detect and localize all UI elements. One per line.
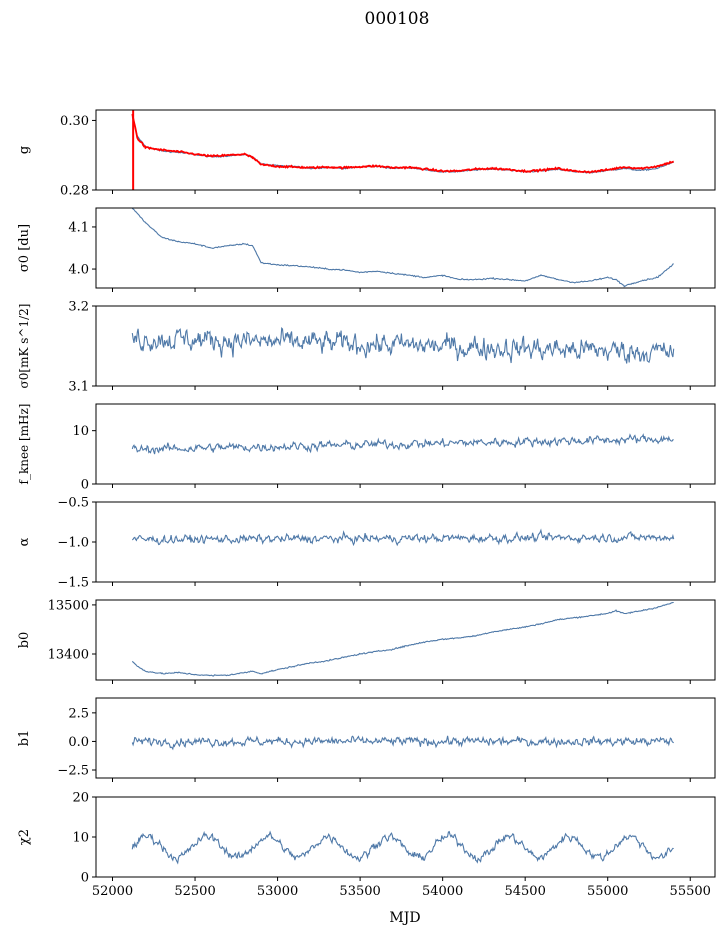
panel-5-ytick-label: −0.5 [57, 496, 89, 511]
panel-2-ylabel: σ0 [du] [17, 224, 32, 272]
panel-5-ytick-label: −1.5 [57, 576, 89, 591]
panel-8-frame [95, 796, 716, 878]
panel-7-series-line [131, 735, 674, 751]
panel-6-ytick-label: 13400 [48, 647, 89, 662]
panel-2-frame [95, 207, 716, 289]
panel-8-ytick-label: 0 [81, 871, 89, 886]
panel-8-ytick-label: 10 [72, 831, 89, 846]
x-tick-label: 54500 [504, 884, 545, 899]
panel-4: 0 10 f_knee [mHz] [17, 403, 716, 493]
panel-7-ytick-label: −2.5 [57, 764, 89, 779]
panel-4-ytick-label: 10 [72, 424, 89, 439]
x-tick-label: 55500 [670, 884, 711, 899]
panel-6-ytick-label: 13500 [48, 598, 89, 613]
panel-3-series-line [131, 326, 675, 364]
panel-4-frame [95, 403, 716, 485]
panel-1-ytick-label: 0.28 [60, 184, 89, 199]
panel-4-ylabel: f_knee [mHz] [17, 404, 31, 485]
x-axis-label: MJD [389, 910, 420, 926]
panel-1-series-line [131, 116, 674, 174]
x-tick-label: 54000 [422, 884, 463, 899]
panel-3: 3.1 3.2 σ0[mK s^1/2] [17, 300, 716, 395]
panel-8-ylabel: χ2 [17, 829, 32, 845]
panel-7-ytick-label: 0.0 [68, 735, 89, 750]
x-tick-label: 52500 [174, 884, 215, 899]
panel-1-frame [95, 109, 716, 191]
panel-3-ytick-label: 3.1 [68, 380, 89, 395]
panel-7-ylabel: b1 [17, 730, 32, 747]
x-tick-label: 53500 [339, 884, 380, 899]
panel-2-ytick-label: 4.1 [68, 220, 89, 235]
panel-7-ytick-label: 2.5 [68, 706, 89, 721]
panel-2-series-line [131, 208, 674, 288]
panel-5: −1.5 −1.0 −0.5 α [17, 496, 716, 591]
panel-1-ytick-label: 0.30 [60, 114, 89, 129]
panel-3-frame [95, 305, 716, 387]
x-tick-label: 53000 [257, 884, 298, 899]
x-tick-label: 55000 [587, 884, 628, 899]
panel-8: 0 10 20 52000 52500 53000 53500 54000 54500 55000… [17, 791, 716, 899]
panel-5-ylabel: α [17, 537, 32, 546]
panel-6-series-line [131, 601, 674, 677]
panel-4-series-line [131, 433, 674, 455]
panel-2: 4.0 4.1 σ0 [du] [17, 207, 716, 292]
panel-3-ylabel: σ0[mK s^1/2] [17, 304, 31, 389]
panel-5-ytick-label: −1.0 [57, 536, 89, 551]
panel-4-ytick-label: 0 [81, 478, 89, 493]
panel-7: −2.5 0.0 2.5 b1 [17, 697, 716, 782]
panel-5-frame [95, 501, 716, 583]
panel-8-series-line [131, 830, 674, 865]
panel-1-ylabel: g [17, 146, 32, 154]
panel-6: 13400 13500 b0 [17, 598, 716, 684]
panel-7-frame [95, 697, 716, 779]
panel-2-ytick-label: 4.0 [68, 263, 89, 278]
panel-6-frame [95, 599, 716, 681]
panel-6-ylabel: b0 [17, 632, 32, 649]
panel-1-fit-line [131, 113, 674, 174]
figure-title: 000108 [365, 9, 430, 29]
panels: 0.28 0.30 g 4.0 4.1 σ0 [du] 3.1 3.2 σ0[mK s^1/2]… [17, 109, 716, 899]
panel-1: 0.28 0.30 g [17, 109, 716, 199]
panel-3-ytick-label: 3.2 [68, 300, 89, 315]
panel-5-series-line [131, 528, 675, 547]
panel-8-ytick-label: 20 [72, 791, 89, 806]
x-tick-label: 52000 [92, 884, 133, 899]
